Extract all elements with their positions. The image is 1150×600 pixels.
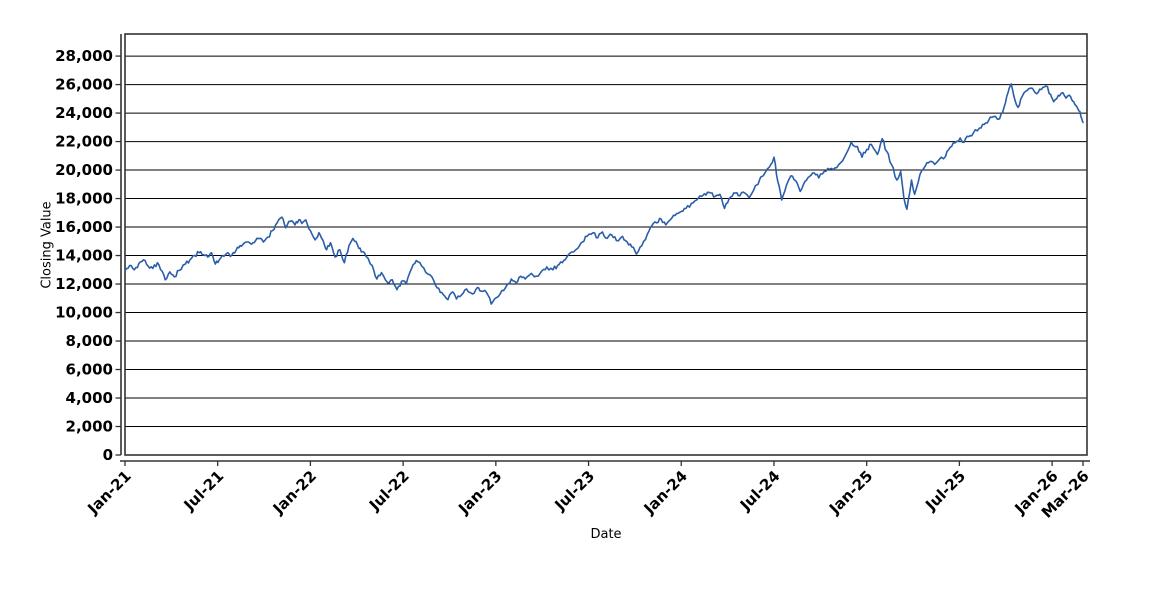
y-tick-label: 28,000	[55, 47, 113, 65]
y-tick-label: 18,000	[55, 190, 113, 208]
x-tick-label: Jan-21	[83, 467, 134, 518]
series-line	[124, 83, 1084, 305]
x-tick-label: Jan-22	[269, 467, 320, 518]
plot-background	[125, 34, 1087, 455]
y-tick-label: 8,000	[66, 332, 113, 350]
x-tick-label: Jan-24	[640, 467, 691, 518]
y-tick-label: 2,000	[66, 418, 113, 436]
y-tick-label: 20,000	[55, 161, 113, 179]
y-axis-title: Closing Value	[39, 201, 55, 289]
y-tick-label: 6,000	[66, 361, 113, 379]
x-axis-title: Date	[590, 527, 622, 542]
y-tick-label: 24,000	[55, 104, 113, 122]
x-tick-label: Jan-25	[825, 467, 876, 518]
x-tick-label: Jul-22	[365, 467, 413, 515]
y-tick-label: 4,000	[66, 389, 113, 407]
y-tick-label: 12,000	[55, 275, 113, 293]
x-tick-label: Jul-24	[736, 467, 784, 515]
y-tick-label: 26,000	[55, 76, 113, 94]
x-tick-label: Jul-25	[921, 467, 969, 515]
x-tick-label: Jan-23	[454, 467, 505, 518]
y-tick-label: 14,000	[55, 247, 113, 265]
plot-border	[124, 33, 1088, 456]
x-tick-label: Jul-23	[550, 467, 598, 515]
x-tick-label: Jul-21	[180, 467, 228, 515]
y-tick-label: 22,000	[55, 133, 113, 151]
y-tick-label: 16,000	[55, 218, 113, 236]
y-tick-label: 10,000	[55, 304, 113, 322]
y-tick-label: 0	[103, 446, 113, 464]
